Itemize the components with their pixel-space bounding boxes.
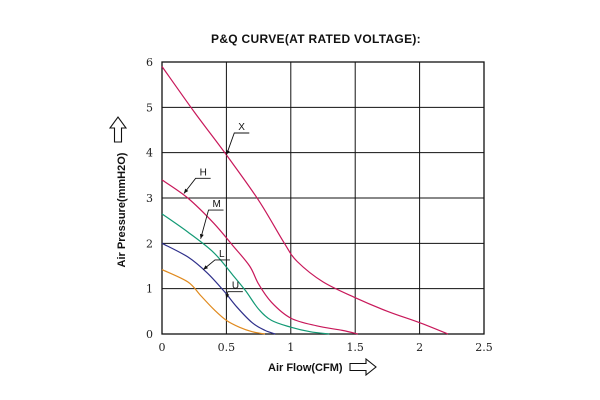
y-tick-label-6: 6 <box>146 56 153 69</box>
curve-label-m: M <box>213 199 221 210</box>
curve-x <box>161 66 449 335</box>
x-tick-label-5: 2.5 <box>475 341 493 354</box>
curve-label-x: X <box>238 122 245 133</box>
leader-line-l <box>202 259 230 270</box>
curve-l <box>161 242 276 335</box>
y-tick-label-3: 3 <box>146 192 153 205</box>
x-tick-label-2: 1 <box>287 341 294 354</box>
curve-label-u: U <box>232 281 239 292</box>
leader-arrow-l <box>203 265 209 270</box>
x-axis-arrow-icon <box>349 357 377 377</box>
plot-frame <box>161 61 485 335</box>
y-axis-title: Air Pressure(mmH2O) <box>116 152 128 267</box>
leader-arrow-h <box>183 188 189 194</box>
leader-arrow-u <box>225 293 230 299</box>
leader-line-m <box>200 209 224 239</box>
curves <box>161 66 449 335</box>
curve-h <box>161 179 358 335</box>
y-axis-arrow-icon <box>108 116 128 143</box>
leader-arrow-x <box>226 149 230 155</box>
leader-line-x <box>225 132 250 156</box>
x-tick-label-0: 0 <box>159 341 166 354</box>
curve-labels: X H M L U <box>183 122 250 299</box>
curve-m <box>161 213 330 335</box>
y-tick-label-4: 4 <box>146 147 153 160</box>
x-tick-label-1: 0.5 <box>218 341 236 354</box>
curve-label-h: H <box>200 167 207 178</box>
y-tick-label-2: 2 <box>146 237 153 250</box>
y-tick-label-0: 0 <box>146 328 153 341</box>
y-tick-label-1: 1 <box>146 283 153 296</box>
grid <box>161 61 485 335</box>
x-tick-label-3: 1.5 <box>346 341 364 354</box>
tick-labels: 0 0.5 1 1.5 2 2.5 0 1 2 3 4 5 6 <box>146 56 493 354</box>
curve-u <box>161 269 266 335</box>
chart-title: P&Q CURVE(AT RATED VOLTAGE): <box>211 32 421 46</box>
x-axis-title: Air Flow(CFM) <box>268 362 343 374</box>
leader-arrow-m <box>199 233 204 239</box>
x-tick-label-4: 2 <box>416 341 423 354</box>
y-tick-label-5: 5 <box>146 101 153 114</box>
curve-label-l: L <box>219 249 225 260</box>
leader-line-h <box>183 177 211 194</box>
